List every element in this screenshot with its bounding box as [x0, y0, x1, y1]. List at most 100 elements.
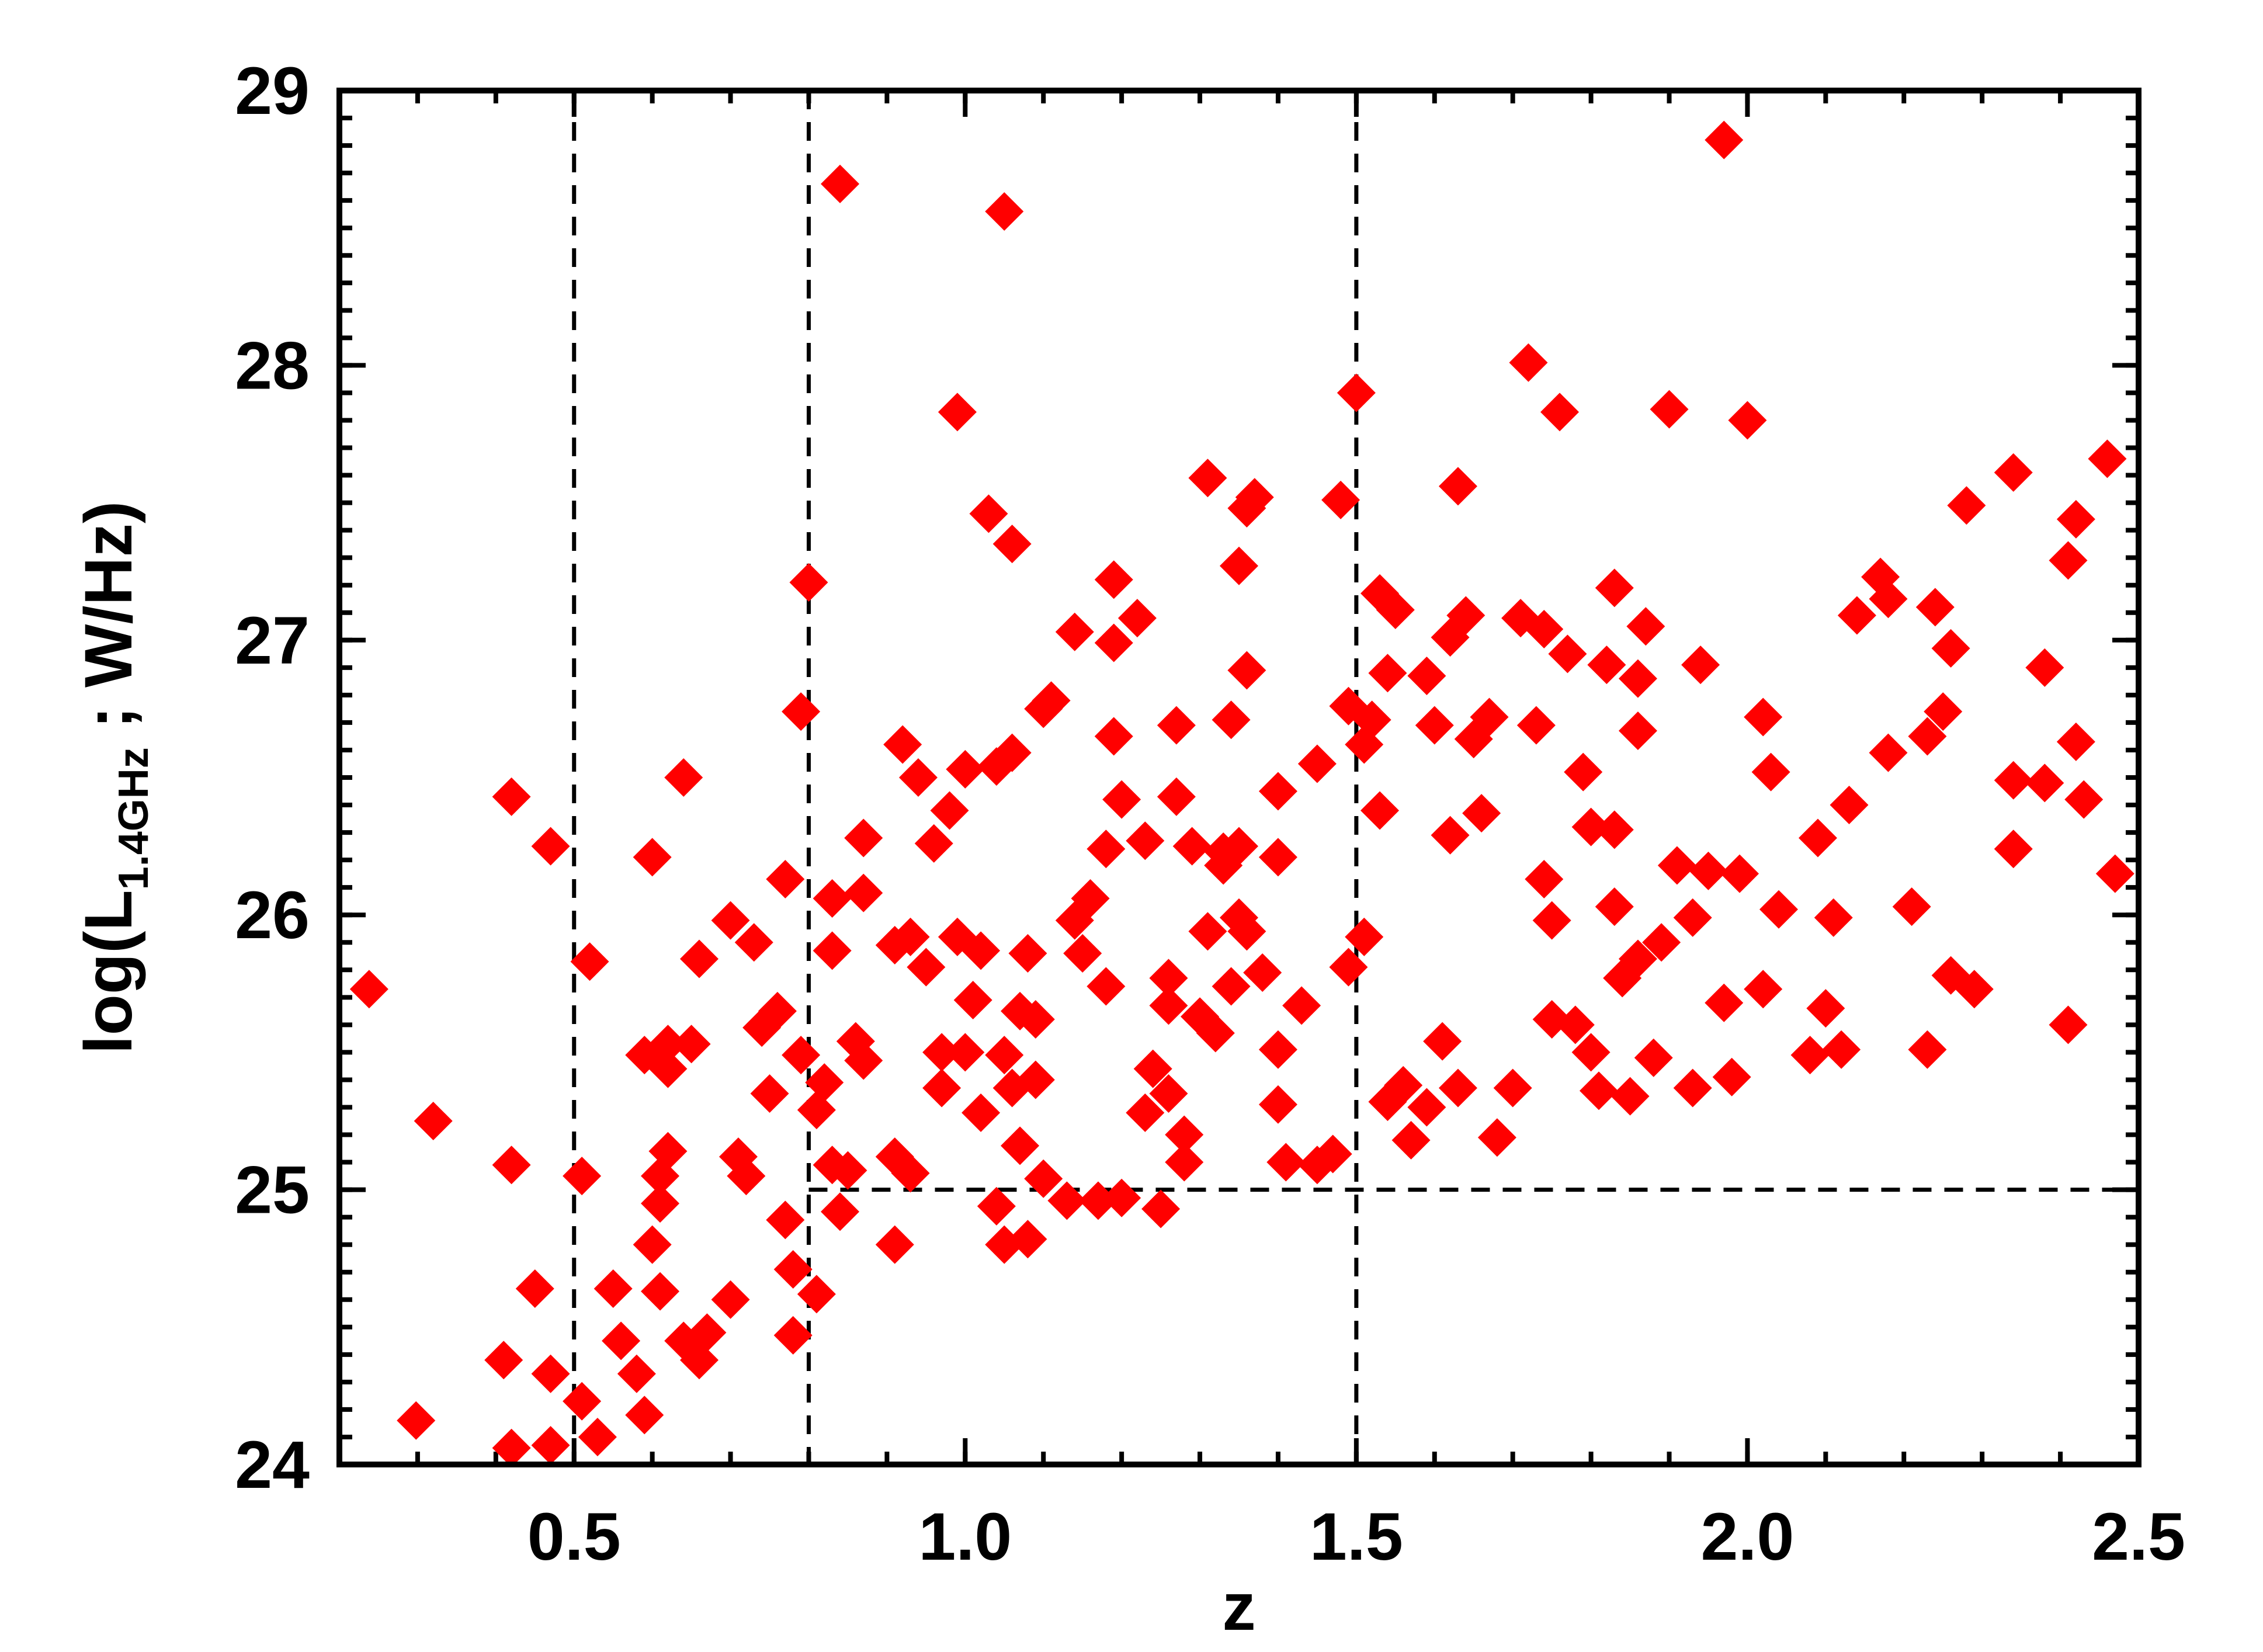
data-point — [1227, 912, 1266, 951]
data-point — [1564, 752, 1603, 792]
data-point — [1806, 989, 1845, 1028]
data-point — [773, 1316, 813, 1355]
data-point — [625, 1396, 664, 1435]
data-point — [782, 692, 821, 731]
data-point — [1509, 343, 1548, 382]
data-point — [962, 931, 1001, 970]
data-point — [641, 1184, 680, 1223]
data-point — [1540, 393, 1580, 432]
y-tick-label: 24 — [235, 1428, 310, 1502]
data-point — [1297, 744, 1337, 783]
data-point — [1102, 780, 1141, 819]
plot-frame — [336, 88, 2141, 1467]
y-label-part: log(L — [71, 890, 146, 1054]
data-point — [1078, 1181, 1117, 1220]
data-point — [1908, 717, 1947, 756]
data-point — [1008, 1220, 1047, 1259]
data-point — [563, 1157, 602, 1196]
ticks: 0.5 1.0 1.5 2.0 2.5 24 25 26 27 28 29 — [235, 54, 2185, 1574]
data-point — [1157, 777, 1196, 816]
data-point — [1266, 1143, 1306, 1182]
data-point — [484, 1341, 523, 1380]
data-point — [1626, 607, 1665, 646]
data-point — [1830, 786, 1869, 825]
data-point — [750, 1074, 789, 1113]
data-point — [1798, 818, 1837, 858]
data-point — [1016, 999, 1055, 1039]
data-point — [1673, 1068, 1712, 1108]
data-point — [1595, 568, 1634, 608]
data-point — [1149, 986, 1188, 1025]
data-point — [1548, 634, 1587, 674]
data-point — [1094, 560, 1133, 599]
data-point — [930, 791, 969, 830]
data-point — [1172, 827, 1212, 866]
data-point — [1117, 599, 1157, 638]
data-point — [1126, 821, 1165, 860]
data-point — [1282, 986, 1321, 1025]
data-point — [1994, 830, 2033, 869]
data-point — [1955, 970, 1994, 1009]
data-point — [1126, 1093, 1165, 1132]
y-tick-label: 28 — [235, 328, 310, 403]
data-point — [1446, 596, 1485, 635]
data-point — [1751, 752, 1790, 792]
data-point — [641, 1272, 680, 1311]
data-point — [1947, 486, 1986, 525]
data-point — [1063, 934, 1102, 973]
data-point — [1345, 917, 1384, 956]
data-point — [1094, 623, 1133, 662]
data-point — [1376, 591, 1415, 630]
data-point — [766, 860, 805, 899]
data-point — [1650, 390, 1689, 429]
data-point — [1149, 959, 1188, 998]
data-point — [1165, 1115, 1204, 1154]
y-tick-label: 29 — [235, 54, 310, 129]
data-point — [492, 1146, 531, 1185]
data-point — [349, 970, 388, 1009]
data-point — [1438, 1068, 1477, 1108]
data-point — [773, 1250, 813, 1289]
data-point — [1493, 1068, 1532, 1108]
data-point — [633, 838, 672, 877]
data-point — [593, 1269, 633, 1308]
data-point — [602, 1321, 641, 1361]
data-point — [821, 1192, 860, 1231]
data-point — [782, 1036, 821, 1075]
data-point — [1220, 827, 1258, 866]
data-point — [570, 942, 609, 981]
data-point — [1235, 478, 1274, 517]
data-point — [680, 939, 719, 978]
data-point — [977, 1186, 1016, 1226]
data-point — [397, 1401, 436, 1440]
data-point — [992, 525, 1032, 564]
data-point — [1258, 838, 1297, 877]
data-point — [758, 991, 797, 1030]
data-point — [711, 901, 750, 940]
data-point — [1407, 656, 1446, 695]
data-point — [1001, 1126, 1040, 1165]
y-label-subscript: 1.4GHz — [110, 747, 157, 890]
data-point — [1329, 948, 1368, 987]
data-point — [1087, 967, 1126, 1006]
data-point — [531, 1354, 570, 1393]
data-point — [648, 1132, 688, 1171]
data-point — [1407, 1088, 1446, 1127]
data-point — [1869, 579, 1908, 619]
data-point — [1994, 761, 2033, 800]
y-tick-label: 25 — [235, 1153, 310, 1228]
data-point — [1212, 967, 1251, 1006]
data-point — [1525, 609, 1564, 648]
data-point — [1415, 706, 1454, 745]
data-point — [992, 733, 1032, 772]
data-point — [1790, 1036, 1830, 1075]
data-point — [821, 164, 860, 203]
data-point — [531, 1426, 570, 1464]
data-point — [797, 1091, 836, 1130]
data-point — [633, 1225, 672, 1264]
data-point — [946, 1033, 985, 1072]
x-tick-label: 0.5 — [527, 1500, 621, 1574]
data-point — [985, 1036, 1024, 1075]
data-point — [1634, 1038, 1673, 1077]
